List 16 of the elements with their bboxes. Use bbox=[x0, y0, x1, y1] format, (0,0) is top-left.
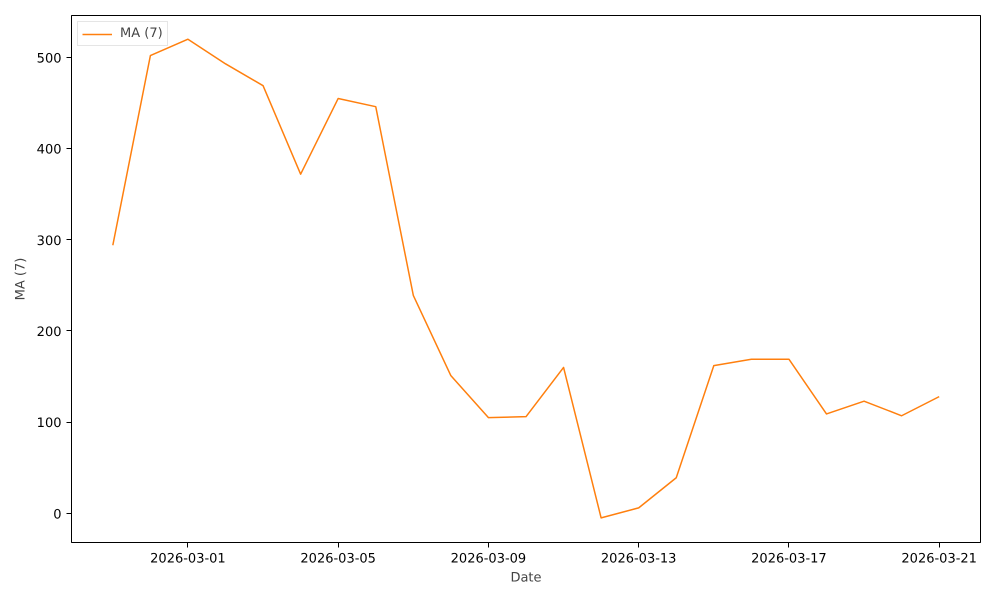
x-tick-label: 2026-03-21 bbox=[901, 552, 977, 566]
x-tick-label: 2026-03-01 bbox=[150, 552, 226, 566]
x-tick-label: 2026-03-05 bbox=[300, 552, 376, 566]
y-tick-label: 500 bbox=[36, 51, 62, 66]
x-tick-label: 2026-03-09 bbox=[450, 552, 526, 566]
x-tick-label: 2026-03-13 bbox=[600, 552, 676, 566]
y-tick-label: 300 bbox=[36, 234, 62, 249]
y-tick-label: 200 bbox=[36, 324, 62, 340]
legend-label: MA (7) bbox=[120, 26, 163, 41]
y-axis-title: MA (7) bbox=[14, 258, 29, 300]
y-tick-label: 100 bbox=[36, 416, 62, 432]
y-tick-label: 400 bbox=[36, 142, 62, 158]
line-series bbox=[112, 38, 940, 519]
x-tick-label: 2026-03-17 bbox=[751, 552, 827, 566]
y-tick-label: 0 bbox=[53, 507, 62, 522]
x-axis-title: Date bbox=[510, 570, 542, 586]
